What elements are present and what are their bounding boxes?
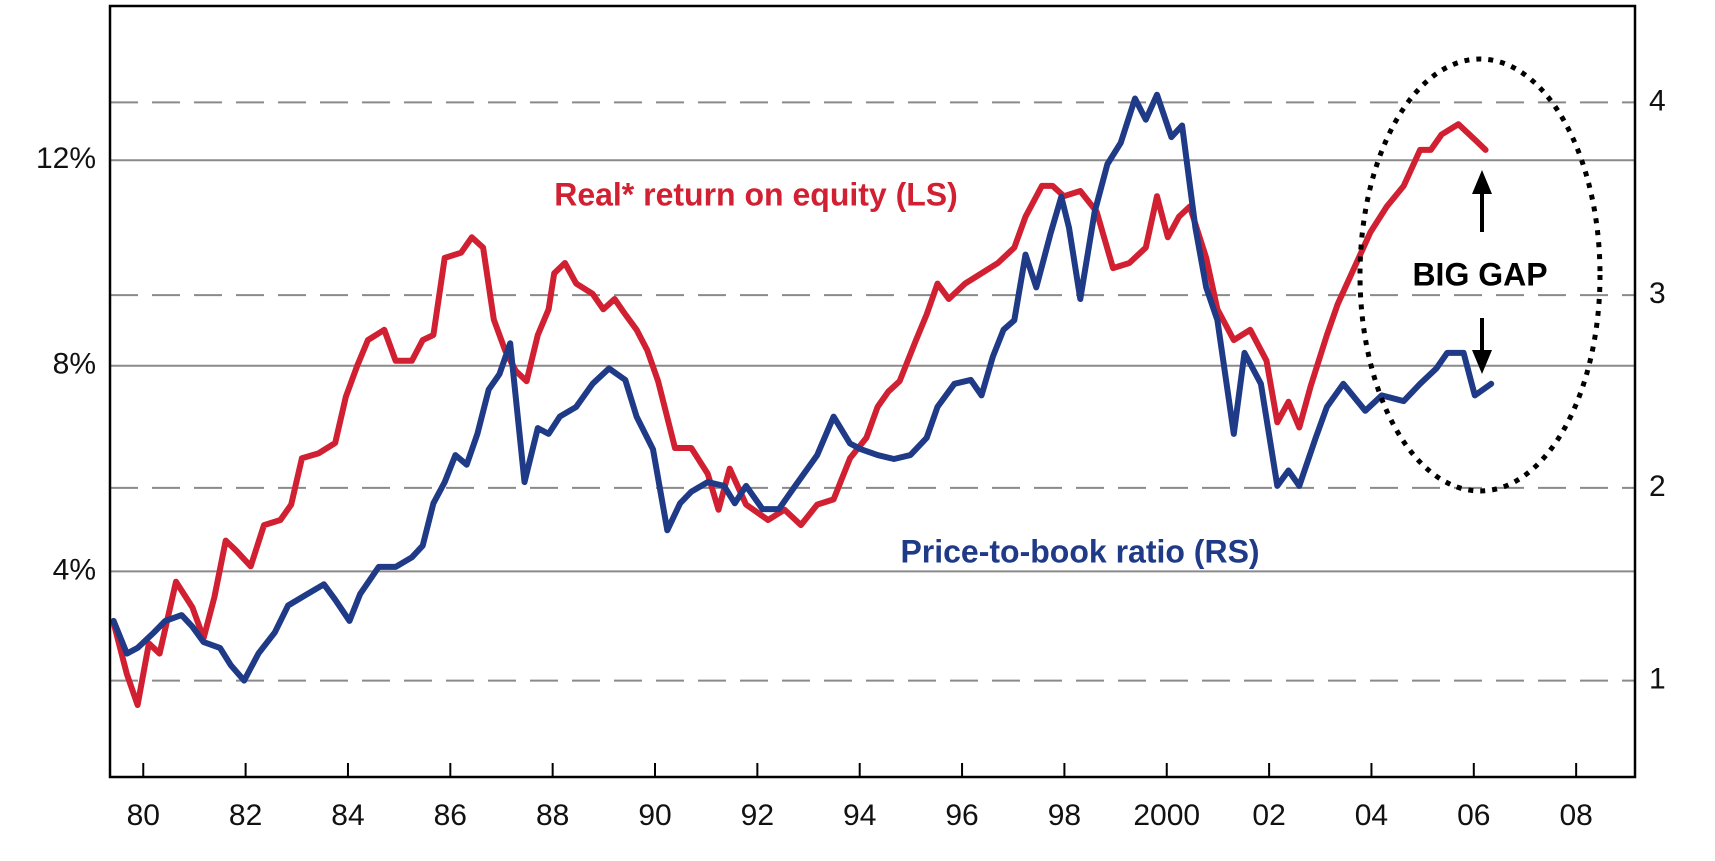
x-tick-label: 92 [741, 799, 774, 832]
x-tick-label: 02 [1252, 799, 1285, 832]
x-tick-label: 90 [638, 799, 671, 832]
x-tick-label: 96 [945, 799, 978, 832]
y2-tick-label: 1 [1649, 663, 1666, 696]
plot-frame [108, 4, 1637, 779]
series-line [110, 121, 1489, 708]
y2-tick-label: 3 [1649, 277, 1666, 310]
decorations [1357, 56, 1603, 494]
y-tick-label: 12% [36, 142, 96, 175]
grid [110, 101, 1635, 777]
y2-tick-label: 2 [1649, 470, 1666, 503]
labels: 4% 8% 12% 1 2 3 4 80 82 84 86 88 90 92 94 96 98 2000 02 04 0… [36, 84, 1666, 832]
x-tick-label: 08 [1559, 799, 1592, 832]
annotation: Price-to-book ratio (RS) [900, 533, 1259, 569]
y2-tick-label: 4 [1649, 84, 1666, 117]
arrow-down-head [1472, 350, 1492, 374]
annotation: Real* return on equity (LS) [554, 176, 958, 212]
annotation: BIG GAP [1412, 256, 1547, 292]
x-tick-label: 84 [331, 799, 364, 832]
x-tick-label: 88 [536, 799, 569, 832]
series-line [110, 91, 1495, 684]
gap-ellipse [1357, 56, 1603, 494]
x-tick-label: 98 [1048, 799, 1081, 832]
x-tick-label: 2000 [1133, 799, 1200, 832]
x-tick-label: 06 [1457, 799, 1490, 832]
x-tick-label: 94 [843, 799, 876, 832]
lines [110, 91, 1495, 708]
x-tick-label: 82 [229, 799, 262, 832]
arrow-up-head [1472, 170, 1492, 194]
y-tick-label: 4% [53, 553, 96, 586]
x-tick-label: 80 [127, 799, 160, 832]
x-tick-label: 86 [434, 799, 467, 832]
y-tick-label: 8% [53, 348, 96, 381]
x-tick-label: 04 [1355, 799, 1388, 832]
